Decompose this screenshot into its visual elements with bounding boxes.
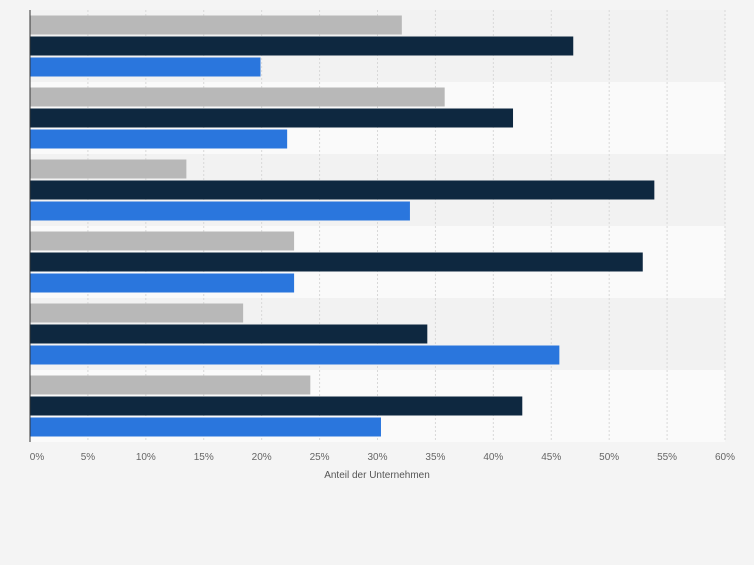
bar xyxy=(30,324,428,344)
bars xyxy=(30,15,655,437)
x-tick-label: 50% xyxy=(599,452,619,463)
x-tick-label: 10% xyxy=(136,452,156,463)
bar xyxy=(30,201,410,221)
bar xyxy=(30,180,655,200)
bar xyxy=(30,36,574,56)
bar xyxy=(30,273,295,293)
x-tick-label: 25% xyxy=(310,452,330,463)
bar xyxy=(30,375,311,395)
bar xyxy=(30,231,295,251)
x-tick-label: 60% xyxy=(715,452,735,463)
bar xyxy=(30,396,523,416)
x-tick-labels: 0% 5% 10% 15% 20% 25% 30% 35% 40% 45% 50% 55% 60% xyxy=(30,452,735,463)
x-tick-label: 15% xyxy=(194,452,214,463)
x-tick-label: 20% xyxy=(252,452,272,463)
x-tick-label: 45% xyxy=(541,452,561,463)
bar xyxy=(30,159,187,179)
x-tick-label: 0% xyxy=(30,452,45,463)
bar xyxy=(30,345,560,365)
x-tick-label: 55% xyxy=(657,452,677,463)
bar xyxy=(30,57,261,77)
bar xyxy=(30,417,381,437)
bar xyxy=(30,252,643,272)
bar xyxy=(30,15,402,35)
gridlines xyxy=(87,10,726,442)
x-tick-label: 35% xyxy=(425,452,445,463)
x-tick-label: 40% xyxy=(483,452,503,463)
x-axis-title: Anteil der Unternehmen xyxy=(324,470,430,481)
x-tick-label: 5% xyxy=(81,452,96,463)
bar xyxy=(30,108,514,128)
bar xyxy=(30,303,244,323)
bar xyxy=(30,129,288,149)
bar xyxy=(30,87,445,107)
x-tick-label: 30% xyxy=(367,452,387,463)
